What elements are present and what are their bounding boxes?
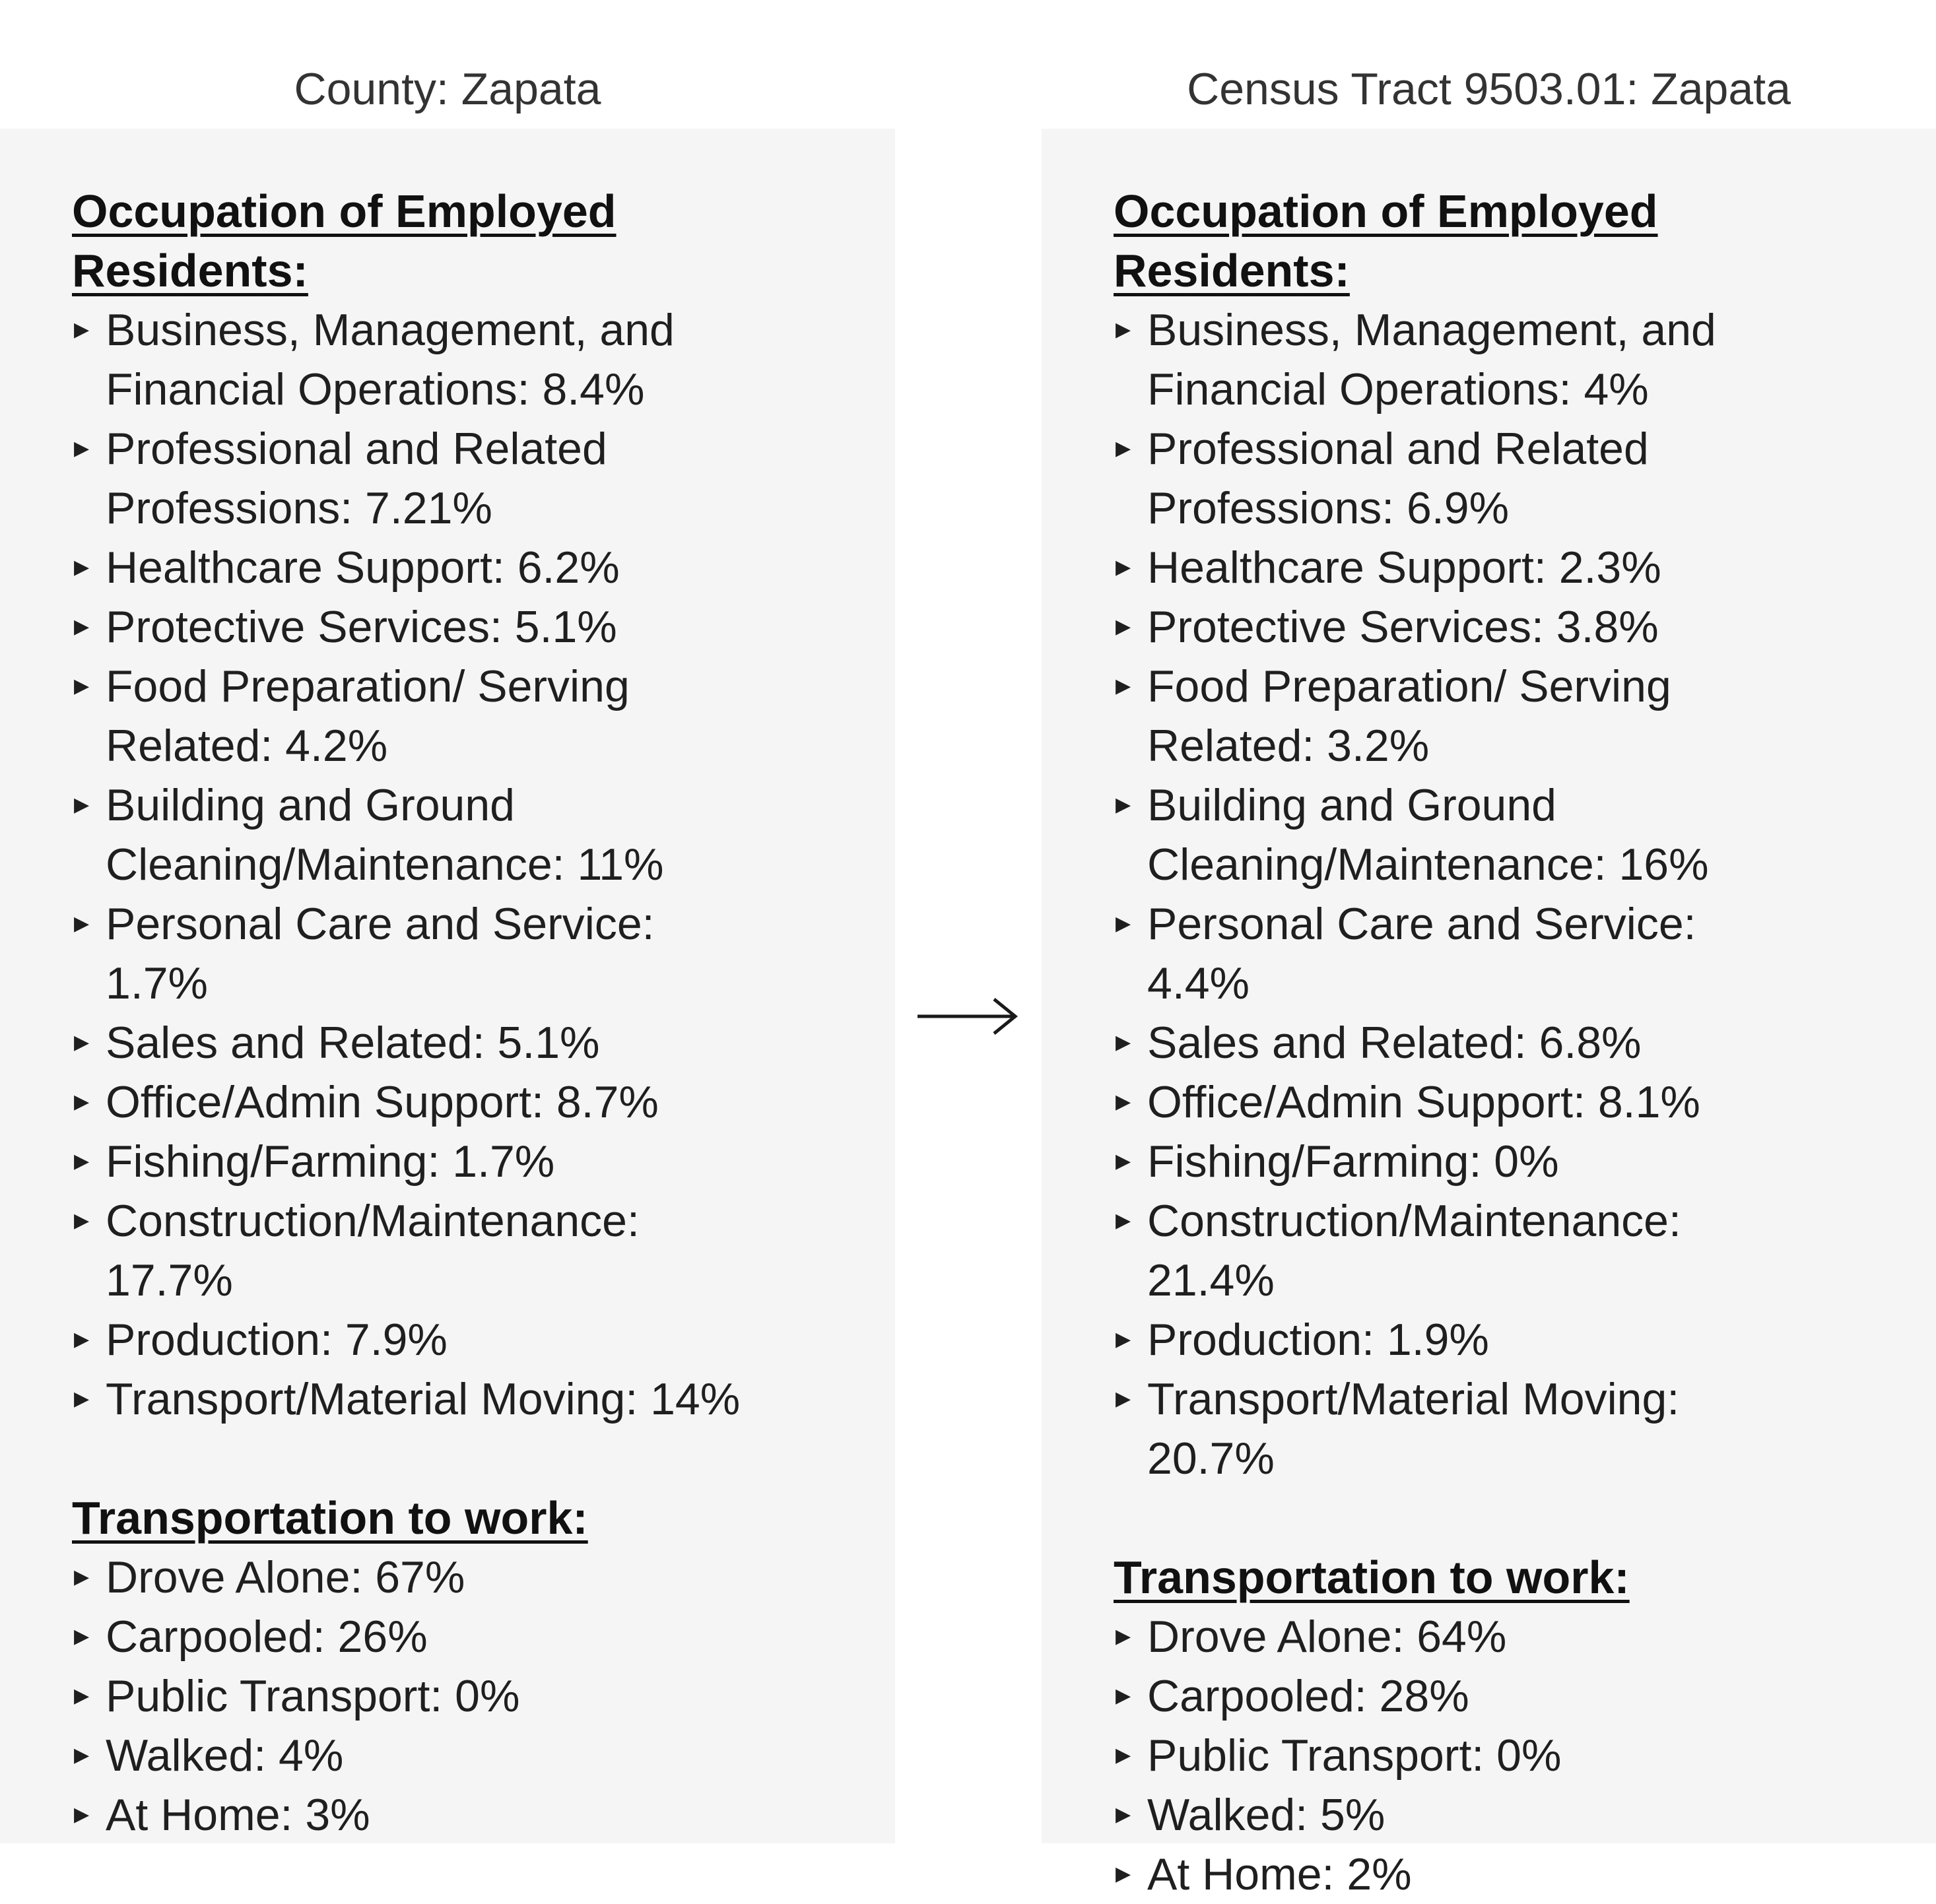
triangle-bullet-icon: ▶ <box>1116 1072 1131 1132</box>
list-item: ▶At Home: 3% <box>0 1785 818 1845</box>
triangle-bullet-icon: ▶ <box>74 1310 89 1369</box>
triangle-bullet-icon: ▶ <box>1116 1013 1131 1072</box>
triangle-bullet-icon: ▶ <box>74 538 89 597</box>
triangle-bullet-icon: ▶ <box>74 419 89 478</box>
triangle-bullet-icon: ▶ <box>74 1013 89 1072</box>
triangle-bullet-icon: ▶ <box>1116 657 1131 716</box>
triangle-bullet-icon: ▶ <box>1116 894 1131 954</box>
list-item: ▶Public Transport: 0% <box>0 1666 818 1726</box>
list-item: ▶Healthcare Support: 2.3% <box>1042 538 1860 597</box>
occupation-list: ▶Business, Management, and Financial Ope… <box>1042 300 1936 1488</box>
triangle-bullet-icon: ▶ <box>74 1132 89 1191</box>
triangle-bullet-icon: ▶ <box>1116 1132 1131 1191</box>
list-item: ▶Drove Alone: 64% <box>1042 1607 1860 1666</box>
triangle-bullet-icon: ▶ <box>74 1607 89 1666</box>
triangle-bullet-icon: ▶ <box>1116 1666 1131 1726</box>
occupation-list: ▶Business, Management, and Financial Ope… <box>0 300 895 1429</box>
list-item: ▶Public Transport: 0% <box>1042 1726 1860 1785</box>
list-item: ▶Construction/Maintenance: 21.4% <box>1042 1191 1860 1310</box>
list-item: ▶At Home: 2% <box>1042 1845 1860 1904</box>
list-item: ▶Healthcare Support: 6.2% <box>0 538 818 597</box>
list-item: ▶Personal Care and Service: 4.4% <box>1042 894 1860 1013</box>
triangle-bullet-icon: ▶ <box>1116 1191 1131 1251</box>
section-spacer <box>0 1429 895 1488</box>
triangle-bullet-icon: ▶ <box>1116 1607 1131 1666</box>
triangle-bullet-icon: ▶ <box>74 775 89 835</box>
list-item: ▶Walked: 4% <box>0 1726 818 1785</box>
right-arrow-icon <box>915 990 1020 1043</box>
list-item: ▶Sales and Related: 6.8% <box>1042 1013 1860 1072</box>
list-item: ▶Sales and Related: 5.1% <box>0 1013 818 1072</box>
triangle-bullet-icon: ▶ <box>74 1548 89 1607</box>
list-item: ▶Business, Management, and Financial Ope… <box>1042 300 1860 419</box>
triangle-bullet-icon: ▶ <box>74 597 89 657</box>
triangle-bullet-icon: ▶ <box>1116 1310 1131 1369</box>
county-panel: Occupation of Employed Residents: ▶Busin… <box>0 129 895 1843</box>
list-item: ▶Business, Management, and Financial Ope… <box>0 300 818 419</box>
triangle-bullet-icon: ▶ <box>74 1785 89 1845</box>
list-item: ▶Professional and Related Professions: 7… <box>0 419 818 538</box>
list-item: ▶Fishing/Farming: 1.7% <box>0 1132 818 1191</box>
triangle-bullet-icon: ▶ <box>74 1369 89 1429</box>
triangle-bullet-icon: ▶ <box>1116 1845 1131 1904</box>
census-tract-title: Census Tract 9503.01: Zapata <box>1042 59 1936 119</box>
list-item: ▶Carpooled: 26% <box>0 1607 818 1666</box>
list-item: ▶Construction/Maintenance: 17.7% <box>0 1191 818 1310</box>
triangle-bullet-icon: ▶ <box>1116 419 1131 478</box>
list-item: ▶Professional and Related Professions: 6… <box>1042 419 1860 538</box>
list-item: ▶Production: 7.9% <box>0 1310 818 1369</box>
list-item: ▶Production: 1.9% <box>1042 1310 1860 1369</box>
triangle-bullet-icon: ▶ <box>74 300 89 360</box>
list-item: ▶Building and Ground Cleaning/Maintenanc… <box>0 775 818 894</box>
list-item: ▶Office/Admin Support: 8.1% <box>1042 1072 1860 1132</box>
list-item: ▶Carpooled: 28% <box>1042 1666 1860 1726</box>
triangle-bullet-icon: ▶ <box>74 1072 89 1132</box>
triangle-bullet-icon: ▶ <box>74 657 89 716</box>
list-item: ▶Drove Alone: 67% <box>0 1548 818 1607</box>
list-item: ▶Protective Services: 5.1% <box>0 597 818 657</box>
county-title: County: Zapata <box>0 59 895 119</box>
transportation-heading: Transportation to work: <box>72 1488 666 1548</box>
transportation-heading: Transportation to work: <box>1114 1548 1708 1607</box>
triangle-bullet-icon: ▶ <box>1116 1369 1131 1429</box>
list-item: ▶Food Preparation/ Serving Related: 3.2% <box>1042 657 1860 775</box>
occupation-heading: Occupation of Employed Residents: <box>72 181 666 300</box>
list-item: ▶Walked: 5% <box>1042 1785 1860 1845</box>
triangle-bullet-icon: ▶ <box>74 1726 89 1785</box>
triangle-bullet-icon: ▶ <box>1116 1785 1131 1845</box>
occupation-heading: Occupation of Employed Residents: <box>1114 181 1708 300</box>
census-tract-panel: Occupation of Employed Residents: ▶Busin… <box>1042 129 1936 1843</box>
triangle-bullet-icon: ▶ <box>74 1666 89 1726</box>
list-item: ▶Building and Ground Cleaning/Maintenanc… <box>1042 775 1860 894</box>
triangle-bullet-icon: ▶ <box>1116 300 1131 360</box>
list-item: ▶Fishing/Farming: 0% <box>1042 1132 1860 1191</box>
transportation-list: ▶Drove Alone: 64% ▶Carpooled: 28% ▶Publi… <box>1042 1607 1936 1904</box>
list-item: ▶Office/Admin Support: 8.7% <box>0 1072 818 1132</box>
triangle-bullet-icon: ▶ <box>1116 597 1131 657</box>
transportation-list: ▶Drove Alone: 67% ▶Carpooled: 26% ▶Publi… <box>0 1548 895 1845</box>
list-item: ▶Food Preparation/ Serving Related: 4.2% <box>0 657 818 775</box>
triangle-bullet-icon: ▶ <box>1116 1726 1131 1785</box>
list-item: ▶Personal Care and Service: 1.7% <box>0 894 818 1013</box>
list-item: ▶Protective Services: 3.8% <box>1042 597 1860 657</box>
triangle-bullet-icon: ▶ <box>1116 775 1131 835</box>
triangle-bullet-icon: ▶ <box>74 1191 89 1251</box>
section-spacer <box>1042 1488 1936 1548</box>
triangle-bullet-icon: ▶ <box>1116 538 1131 597</box>
list-item: ▶Transport/Material Moving: 20.7% <box>1042 1369 1860 1488</box>
triangle-bullet-icon: ▶ <box>74 894 89 954</box>
list-item: ▶Transport/Material Moving: 14% <box>0 1369 818 1429</box>
